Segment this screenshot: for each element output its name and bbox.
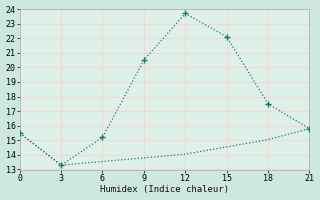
X-axis label: Humidex (Indice chaleur): Humidex (Indice chaleur): [100, 185, 229, 194]
